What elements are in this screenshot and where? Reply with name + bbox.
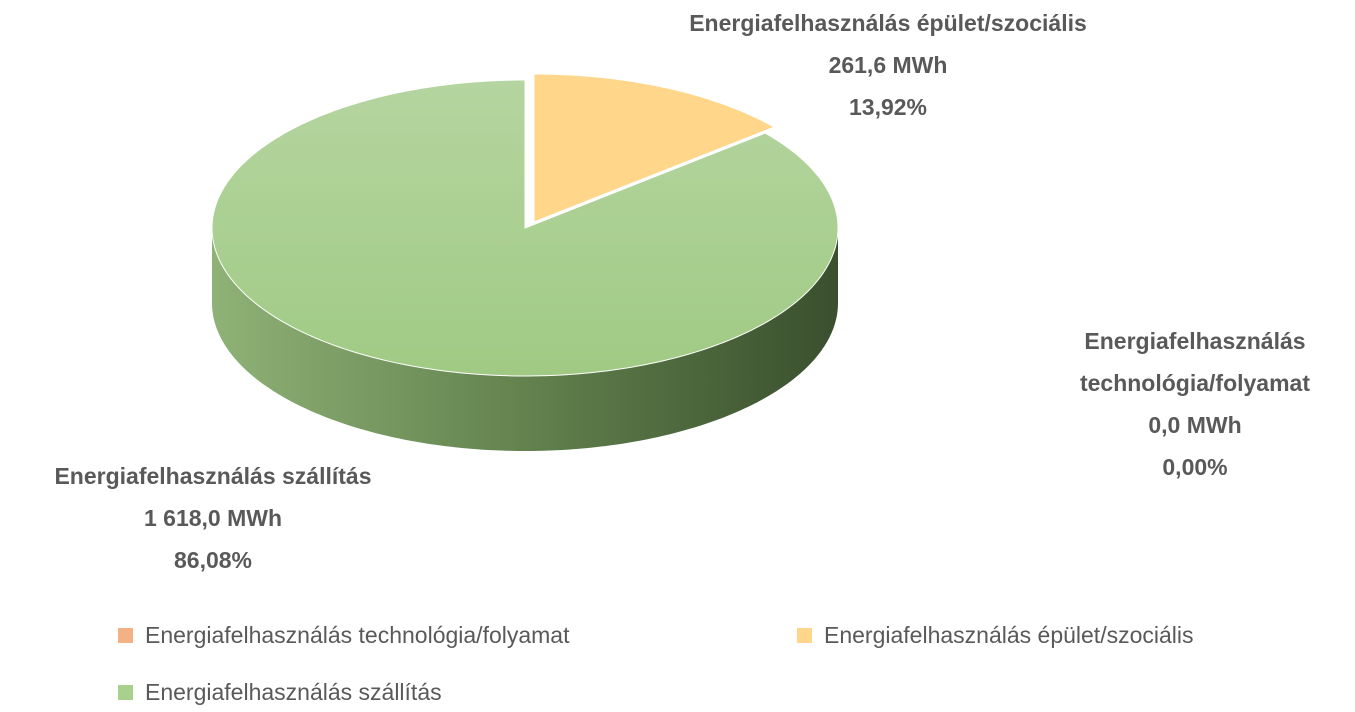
slice bbox=[211, 79, 839, 377]
legend-item: Energiafelhasználás szállítás bbox=[118, 677, 442, 707]
label-category: Energiafelhasználás technológia/folyamat bbox=[1079, 328, 1311, 396]
legend-swatch bbox=[118, 684, 133, 700]
label-value: 1 618,0 MWh bbox=[143, 505, 283, 531]
label-value: 0,0 MWh bbox=[1148, 412, 1242, 438]
label-percent: 86,08% bbox=[173, 547, 252, 573]
legend-label: Energiafelhasználás szállítás bbox=[145, 679, 442, 705]
label-value: 261,6 MWh bbox=[828, 52, 948, 78]
slice-side bbox=[212, 228, 838, 451]
legend-swatch bbox=[118, 627, 133, 643]
legend-swatch bbox=[797, 627, 812, 643]
legend-item: Energiafelhasználás épület/szociális bbox=[797, 620, 1194, 650]
label-percent: 13,92% bbox=[848, 94, 927, 120]
label-category: Energiafelhasználás épület/szociális bbox=[689, 10, 1087, 36]
label-percent: 0,00% bbox=[1162, 454, 1228, 480]
slice bbox=[533, 73, 776, 223]
data-label: Energiafelhasználás technológia/folyamat… bbox=[1030, 320, 1355, 488]
legend-item: Energiafelhasználás technológia/folyamat bbox=[118, 620, 570, 650]
data-label: Energiafelhasználás épület/szociális 261,… bbox=[618, 2, 1158, 128]
legend-label: Energiafelhasználás technológia/folyamat bbox=[145, 622, 570, 648]
data-label: Energiafelhasználás szállítás 1 618,0 MWh… bbox=[0, 455, 426, 581]
label-category: Energiafelhasználás szállítás bbox=[54, 463, 372, 489]
legend-label: Energiafelhasználás épület/szociális bbox=[824, 622, 1194, 648]
